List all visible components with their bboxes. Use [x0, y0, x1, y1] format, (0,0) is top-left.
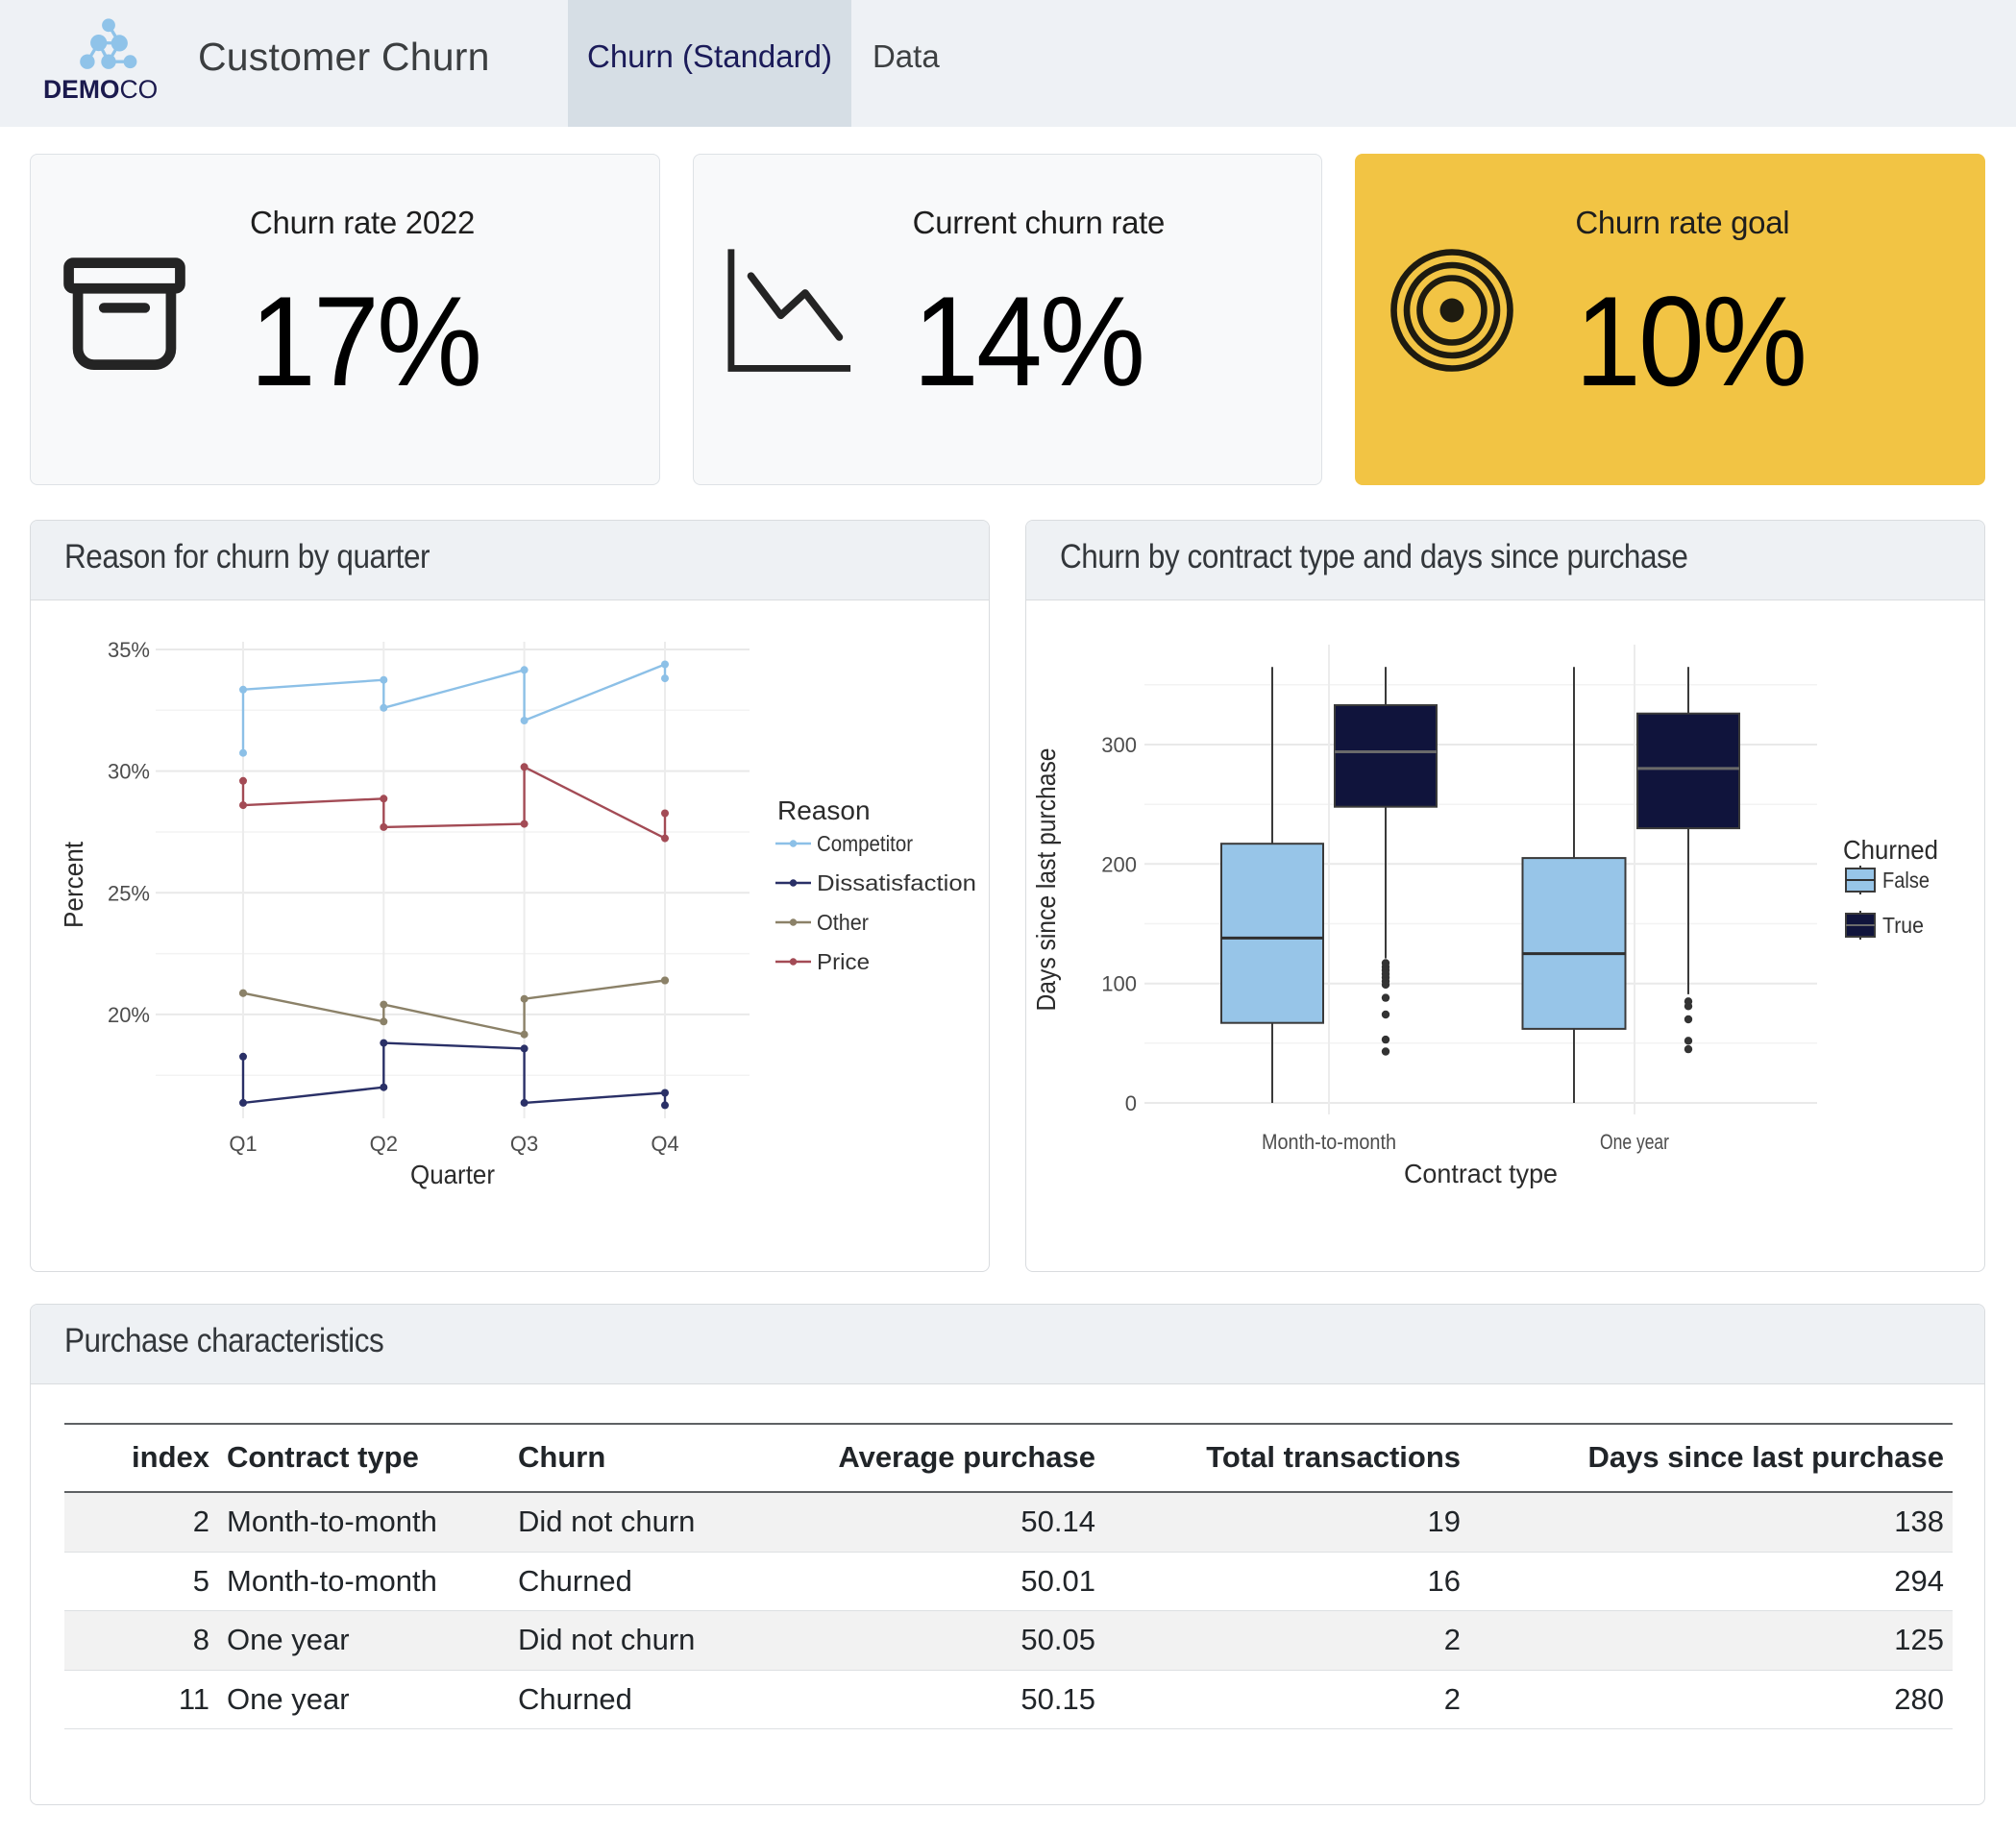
svg-text:True: True: [1882, 913, 1924, 938]
svg-text:300: 300: [1101, 733, 1137, 757]
svg-text:0: 0: [1125, 1091, 1137, 1115]
svg-text:200: 200: [1101, 852, 1137, 876]
svg-text:Quarter: Quarter: [410, 1160, 495, 1189]
svg-text:Days since last purchase: Days since last purchase: [1031, 748, 1061, 1012]
svg-text:Q1: Q1: [229, 1132, 257, 1156]
svg-text:Q2: Q2: [370, 1132, 398, 1156]
svg-text:False: False: [1882, 868, 1930, 893]
svg-text:One year: One year: [1600, 1130, 1669, 1154]
svg-text:35%: 35%: [108, 638, 150, 662]
svg-text:Q4: Q4: [651, 1132, 678, 1156]
svg-text:Price: Price: [817, 949, 870, 974]
svg-text:20%: 20%: [108, 1003, 150, 1027]
svg-text:100: 100: [1101, 972, 1137, 996]
svg-text:Contract type: Contract type: [1404, 1159, 1558, 1188]
svg-text:Competitor: Competitor: [817, 831, 913, 856]
svg-text:Reason: Reason: [777, 795, 871, 825]
svg-text:25%: 25%: [108, 881, 150, 905]
svg-text:Dissatisfaction: Dissatisfaction: [817, 870, 976, 895]
svg-text:Churned: Churned: [1843, 835, 1938, 865]
svg-text:Other: Other: [817, 910, 869, 935]
svg-text:Month-to-month: Month-to-month: [1262, 1130, 1396, 1154]
svg-text:Percent: Percent: [59, 842, 88, 928]
svg-text:30%: 30%: [108, 760, 150, 784]
svg-text:DEMOCO: DEMOCO: [44, 75, 158, 104]
svg-text:Q3: Q3: [510, 1132, 538, 1156]
